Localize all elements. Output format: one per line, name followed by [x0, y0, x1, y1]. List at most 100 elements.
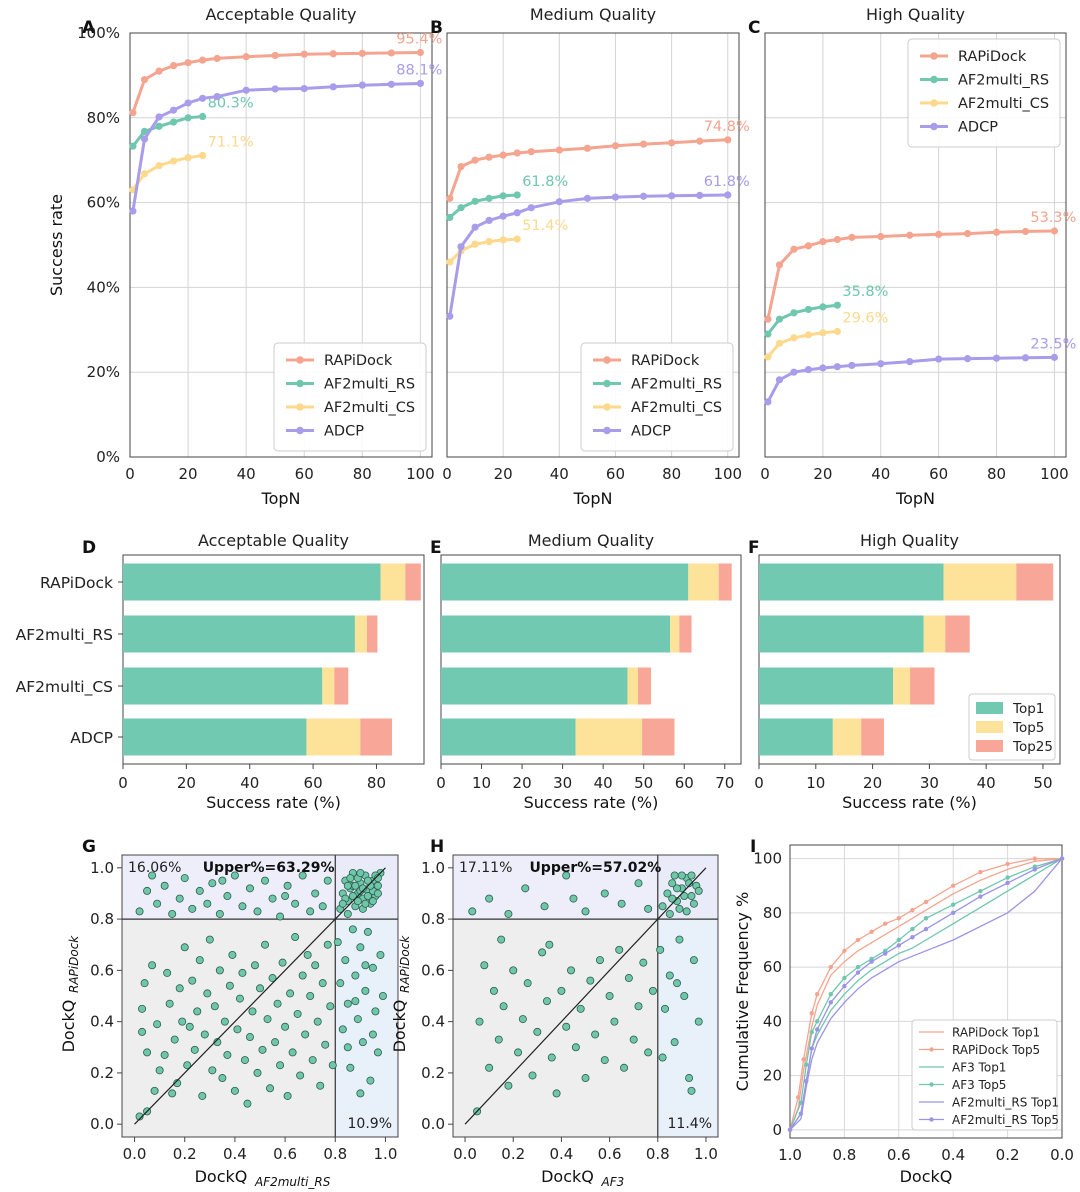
- scatter-point: [675, 935, 684, 944]
- scatter-point: [276, 1061, 285, 1070]
- panel-letter: I: [750, 837, 756, 857]
- data-point: [513, 235, 521, 243]
- x-tick-label: 20: [813, 465, 832, 483]
- scatter-point: [617, 899, 626, 908]
- x-axis-label: Success rate (%): [524, 793, 659, 812]
- scatter-point: [223, 892, 232, 901]
- panel-I: I 1.0 0.8 0.6 0.4 0.2 0.0 0 20 40 60 80 100 DockQ Cumu…: [733, 837, 1074, 1186]
- data-point: [446, 213, 454, 222]
- scatter-point: [639, 958, 648, 967]
- series-RAPiDock-Top5: [787, 856, 1065, 1133]
- scatter-point: [188, 904, 197, 913]
- scatter-point: [255, 984, 264, 993]
- chart-title: Medium Quality: [530, 5, 656, 24]
- scatter-point: [210, 1002, 219, 1011]
- x-tick-label: 0: [125, 465, 135, 483]
- scatter-point: [208, 1066, 217, 1075]
- end-value-label: 35.8%: [842, 284, 888, 300]
- x-tick-label: 0: [118, 774, 128, 792]
- panel-letter: F: [748, 538, 760, 558]
- x-tick-label: 60: [929, 465, 948, 483]
- y-axis-label-subscript: RAPiDock: [398, 935, 412, 993]
- scatter-point: [163, 968, 172, 977]
- scatter-point: [689, 956, 698, 965]
- scatter-point: [673, 979, 682, 988]
- scatter-point: [190, 1045, 199, 1054]
- legend-label: AF2multi_RS: [324, 377, 415, 393]
- x-axis-label: TopN: [261, 489, 301, 508]
- x-tick-label: 70: [715, 774, 734, 792]
- scatter-point: [368, 963, 377, 972]
- scatter-point: [205, 935, 214, 944]
- data-point: [668, 192, 676, 200]
- end-value-label: 61.8%: [522, 174, 568, 190]
- data-point: [978, 888, 983, 894]
- bar-top5: [832, 718, 862, 756]
- scatter-point: [687, 892, 696, 901]
- data-point: [1050, 227, 1059, 235]
- data-point: [787, 1127, 793, 1133]
- diagonal-line: [134, 867, 386, 1125]
- scatter-point: [150, 1086, 159, 1095]
- bar-top25: [360, 718, 392, 756]
- data-point: [485, 153, 493, 161]
- data-point: [819, 329, 827, 337]
- x-axis-label: Success rate (%): [842, 793, 977, 812]
- y-tick-label: 0.0: [421, 1115, 445, 1133]
- scatter-point: [497, 935, 506, 944]
- scatter-point: [175, 894, 184, 903]
- legend-marker: [603, 426, 611, 435]
- data-point: [471, 197, 479, 205]
- y-axis-label: DockQ: [390, 1000, 409, 1053]
- legend-label: AF2multi_RS: [631, 377, 722, 393]
- series-AF2multi_RS: 61.8%: [446, 174, 568, 222]
- scatter-point: [183, 1061, 192, 1070]
- data-point: [896, 943, 901, 948]
- bar-top1: [123, 615, 355, 653]
- y-tick-label: 1.0: [90, 859, 114, 877]
- x-tick-label: 0: [760, 465, 770, 483]
- scatter-point: [298, 971, 307, 980]
- chart-title: High Quality: [860, 531, 959, 550]
- scatter-point: [620, 1063, 629, 1072]
- legend-marker: [296, 356, 304, 364]
- bar-top1: [759, 563, 944, 601]
- bar-top5: [923, 615, 946, 653]
- x-tick-label: 0.4: [549, 1145, 573, 1163]
- scatter-point: [173, 1079, 182, 1088]
- scatter-point: [687, 1086, 696, 1095]
- data-point: [804, 331, 813, 339]
- scatter-point: [468, 907, 477, 916]
- data-point: [819, 364, 827, 372]
- data-point: [416, 79, 424, 88]
- data-point: [271, 85, 279, 93]
- x-tick-label: 0: [436, 774, 446, 792]
- scatter-point: [223, 1050, 232, 1059]
- y-tick-label: 0.2: [421, 1064, 445, 1082]
- legend-marker: [603, 379, 611, 388]
- annotation-upper-left: 17.11%: [459, 860, 512, 876]
- data-point: [815, 992, 820, 997]
- scatter-point: [230, 871, 239, 880]
- scatter-point: [665, 909, 674, 918]
- end-value-label: 29.6%: [842, 310, 888, 326]
- x-tick-label: 40: [594, 774, 613, 792]
- scatter-point: [689, 899, 698, 908]
- x-tick-label: 0: [442, 465, 452, 483]
- scatter-point: [288, 1048, 297, 1057]
- scatter-point: [378, 992, 387, 1001]
- scatter-point: [281, 892, 290, 901]
- chart-title: Medium Quality: [528, 531, 654, 550]
- scatter-point: [363, 927, 372, 936]
- data-point: [764, 315, 772, 323]
- scatter-point: [670, 871, 679, 880]
- bar-top5: [354, 615, 367, 653]
- plot-frame: [121, 854, 399, 1138]
- legend: RAPiDock AF2multi_RS AF2multi_CS ADCP: [580, 342, 734, 452]
- legend-label: RAPiDock: [324, 353, 393, 369]
- series-ADCP: 61.8%: [446, 174, 750, 320]
- legend-label: AF2multi_CS: [324, 400, 415, 416]
- data-point: [446, 258, 454, 266]
- data-point: [555, 198, 563, 206]
- data-point: [446, 312, 454, 320]
